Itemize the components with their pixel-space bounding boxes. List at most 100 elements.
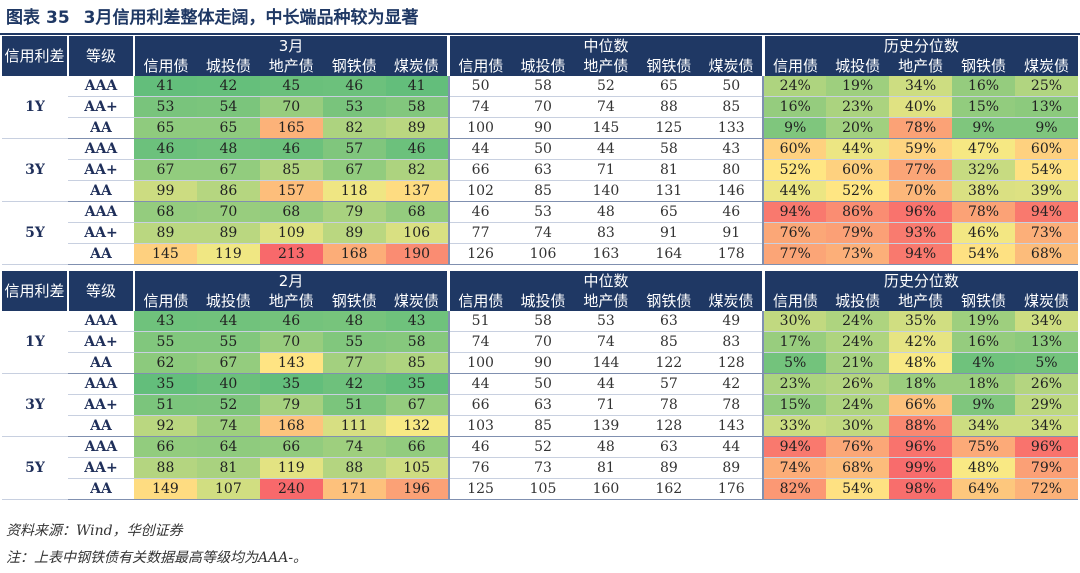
median-value-cell: 70 [511, 96, 575, 118]
percentile-value-cell: 52% [762, 159, 827, 181]
term-label: 5Y [2, 201, 68, 265]
median-value-cell: 58 [511, 311, 575, 332]
percentile-value-cell: 26% [826, 373, 890, 395]
percentile-value-cell: 29% [1014, 394, 1078, 416]
column-header: 钢铁债 [637, 291, 701, 311]
spread-value-cell: 79 [322, 201, 386, 223]
percentile-value-cell: 48% [889, 352, 953, 374]
percentile-value-cell: 76% [762, 222, 827, 244]
percentile-value-cell: 4% [952, 352, 1015, 374]
spread-value-cell: 42 [196, 76, 260, 97]
percentile-value-cell: 73% [1014, 222, 1078, 244]
percentile-value-cell: 35% [889, 311, 953, 332]
percentile-value-cell: 79% [826, 222, 890, 244]
percentile-header: 历史分位数 [763, 36, 1078, 56]
grade-header: 等级 [68, 36, 135, 76]
percentile-value-cell: 5% [762, 352, 827, 374]
spread-value-cell: 89 [385, 117, 449, 139]
percentile-value-cell: 9% [952, 394, 1015, 416]
spread-value-cell: 82 [322, 117, 386, 139]
percentile-value-cell: 34% [889, 76, 953, 97]
percentile-value-cell: 70% [889, 180, 953, 202]
median-value-cell: 53 [574, 311, 638, 332]
figure-number: 35 [46, 8, 70, 28]
percentile-value-cell: 82% [762, 478, 827, 500]
grade-label: AA+ [68, 96, 134, 118]
spread-value-cell: 171 [322, 478, 386, 500]
spread-value-cell: 45 [259, 76, 323, 97]
percentile-value-cell: 59% [889, 138, 953, 160]
spread-value-cell: 43 [385, 311, 449, 332]
percentile-value-cell: 60% [826, 159, 890, 181]
spread-value-cell: 157 [259, 180, 323, 202]
spread-value-cell: 67 [385, 394, 449, 416]
grade-header: 等级 [68, 271, 135, 311]
median-value-cell: 81 [574, 457, 638, 479]
percentile-value-cell: 21% [826, 352, 890, 374]
spread-value-cell: 168 [322, 243, 386, 265]
table-row: AA 62 67 143 77 85 100 90 144 122 128 5% 21% 48% 4% 5% [2, 352, 1078, 374]
percentile-value-cell: 30% [762, 311, 827, 332]
percentile-value-cell: 79% [1014, 457, 1078, 479]
median-value-cell: 76 [447, 457, 512, 479]
median-value-cell: 160 [574, 478, 638, 500]
spread-value-cell: 118 [322, 180, 386, 202]
spread-value-cell: 58 [385, 331, 449, 353]
column-header: 信用债 [134, 291, 197, 311]
grade-label: AAA [68, 138, 134, 160]
spread-value-cell: 66 [385, 436, 449, 458]
grade-label: AA+ [68, 159, 134, 181]
median-value-cell: 90 [511, 352, 575, 374]
median-value-cell: 140 [574, 180, 638, 202]
median-value-cell: 77 [447, 222, 512, 244]
spread-value-cell: 57 [322, 138, 386, 160]
percentile-value-cell: 52% [826, 180, 890, 202]
percentile-value-cell: 13% [1014, 331, 1078, 353]
percentile-value-cell: 94% [889, 243, 953, 265]
column-header: 煤炭债 [385, 56, 451, 76]
percentile-value-cell: 23% [762, 373, 827, 395]
percentile-value-cell: 20% [826, 117, 890, 139]
median-value-cell: 89 [637, 457, 701, 479]
median-value-cell: 44 [574, 373, 638, 395]
spread-value-cell: 190 [385, 243, 449, 265]
table-row: AA+ 55 55 70 55 58 74 70 74 85 83 17% 24% 42% 16% 13% [2, 331, 1078, 353]
percentile-value-cell: 16% [952, 76, 1015, 97]
median-value-cell: 102 [447, 180, 512, 202]
spread-value-cell: 44 [196, 311, 260, 332]
percentile-value-cell: 66% [889, 394, 953, 416]
percentile-value-cell: 38% [952, 180, 1015, 202]
percentile-value-cell: 44% [826, 138, 890, 160]
median-value-cell: 50 [447, 76, 512, 97]
median-value-cell: 78 [637, 394, 701, 416]
column-header: 煤炭债 [700, 291, 765, 311]
spread-value-cell: 64 [196, 436, 260, 458]
spread-value-cell: 65 [134, 117, 197, 139]
spread-value-cell: 77 [322, 352, 386, 374]
percentile-value-cell: 34% [952, 415, 1015, 437]
percentile-value-cell: 78% [952, 201, 1015, 223]
percentile-value-cell: 54% [952, 243, 1015, 265]
spread-value-cell: 65 [196, 117, 260, 139]
spread-value-cell: 52 [196, 394, 260, 416]
median-value-cell: 66 [447, 159, 512, 181]
median-value-cell: 74 [511, 222, 575, 244]
percentile-value-cell: 39% [1014, 180, 1078, 202]
median-value-cell: 103 [447, 415, 512, 437]
grade-label: AA [68, 117, 134, 139]
column-header: 地产债 [889, 291, 953, 311]
table-row: AA+ 67 67 85 67 82 66 63 71 81 80 52% 60% 77% 32% 54% [2, 159, 1078, 181]
median-value-cell: 100 [447, 117, 512, 139]
percentile-value-cell: 15% [952, 96, 1015, 118]
table-row: 1Y AAA 43 44 46 48 43 51 58 53 63 49 30% 24% 35% 19% 34% [2, 311, 1078, 374]
spread-value-cell: 85 [385, 352, 449, 374]
grade-label: AA+ [68, 331, 134, 353]
spread-value-cell: 79 [259, 394, 323, 416]
median-value-cell: 126 [447, 243, 512, 265]
median-value-cell: 85 [637, 331, 701, 353]
figure-title: 图表 35 3月信用利差整体走阔，中长端品种较为显著 [6, 4, 419, 32]
spread-value-cell: 54 [196, 96, 260, 118]
median-value-cell: 74 [447, 331, 512, 353]
term-label: 1Y [2, 311, 68, 374]
percentile-value-cell: 48% [952, 457, 1015, 479]
